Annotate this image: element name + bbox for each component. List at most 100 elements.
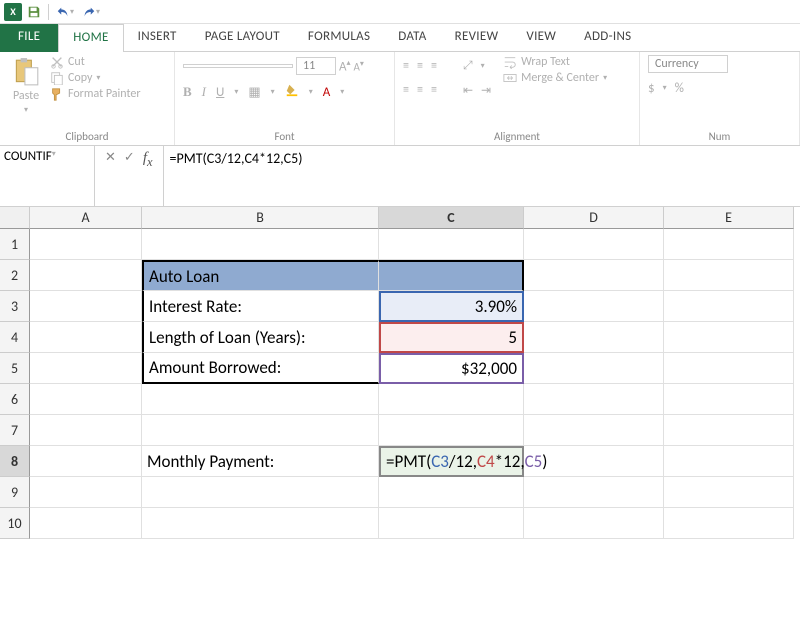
redo-button[interactable]: ▾ — [79, 3, 103, 21]
cell-a10[interactable] — [30, 508, 142, 539]
undo-button[interactable]: ▾ — [53, 3, 77, 21]
cell-c8[interactable]: =PMT(C3/12,C4*12,C5) — [379, 446, 524, 477]
cell-b8[interactable]: Monthly Payment: — [142, 446, 379, 477]
fill-color-button[interactable] — [285, 83, 299, 101]
cell-b1[interactable] — [142, 229, 379, 260]
cell-d9[interactable] — [524, 477, 664, 508]
cell-c4[interactable]: 5 — [379, 322, 524, 353]
tab-data[interactable]: DATA — [384, 24, 440, 52]
cell-b10[interactable] — [142, 508, 379, 539]
grow-font-icon[interactable]: A▴ — [339, 58, 351, 74]
col-head-b[interactable]: B — [142, 207, 379, 229]
tab-formulas[interactable]: FORMULAS — [294, 24, 384, 52]
row-head-5[interactable]: 5 — [0, 353, 30, 384]
col-head-a[interactable]: A — [30, 207, 142, 229]
cell-d3[interactable] — [524, 291, 664, 322]
cell-c3[interactable]: 3.90% — [379, 291, 524, 322]
row-head-9[interactable]: 9 — [0, 477, 30, 508]
decrease-indent-icon[interactable]: ⇤ — [463, 83, 473, 98]
bold-button[interactable]: B — [183, 84, 192, 100]
spreadsheet-grid[interactable]: A B C D E 1 2 Auto Loan 3 Interest Rate:3.… — [0, 207, 800, 539]
align-left-icon[interactable]: ≡ — [403, 83, 409, 97]
cell-d10[interactable] — [524, 508, 664, 539]
cell-e10[interactable] — [664, 508, 794, 539]
fx-icon[interactable]: fx — [143, 150, 153, 170]
col-head-d[interactable]: D — [524, 207, 664, 229]
row-head-7[interactable]: 7 — [0, 415, 30, 446]
cell-b6[interactable] — [142, 384, 379, 415]
font-name-select[interactable] — [183, 64, 293, 68]
tab-addins[interactable]: ADD-INS — [570, 24, 645, 52]
row-head-1[interactable]: 1 — [0, 229, 30, 260]
tab-view[interactable]: VIEW — [512, 24, 570, 52]
tab-file[interactable]: FILE — [0, 24, 58, 52]
cell-e4[interactable] — [664, 322, 794, 353]
percent-button[interactable]: % — [675, 81, 684, 96]
cell-a7[interactable] — [30, 415, 142, 446]
copy-button[interactable]: Copy ▾ — [50, 71, 141, 85]
cell-b2[interactable]: Auto Loan — [142, 260, 379, 291]
cell-a9[interactable] — [30, 477, 142, 508]
cell-a2[interactable] — [30, 260, 142, 291]
cell-c10[interactable] — [379, 508, 524, 539]
tab-insert[interactable]: INSERT — [124, 24, 191, 52]
cell-b7[interactable] — [142, 415, 379, 446]
cell-d8[interactable] — [524, 446, 664, 477]
merge-center-button[interactable]: Merge & Center ▾ — [503, 71, 607, 85]
name-box[interactable]: COUNTIF▾ — [0, 146, 95, 206]
cell-e1[interactable] — [664, 229, 794, 260]
cell-c2[interactable] — [379, 260, 524, 291]
increase-indent-icon[interactable]: ⇥ — [481, 83, 491, 98]
shrink-font-icon[interactable]: A▾ — [354, 59, 364, 74]
col-head-e[interactable]: E — [664, 207, 794, 229]
format-painter-button[interactable]: Format Painter — [50, 87, 141, 101]
currency-button[interactable]: $ — [648, 81, 655, 96]
row-head-3[interactable]: 3 — [0, 291, 30, 322]
cell-e5[interactable] — [664, 353, 794, 384]
orientation-icon[interactable]: ⤢ — [463, 59, 473, 73]
cell-d1[interactable] — [524, 229, 664, 260]
cell-b3[interactable]: Interest Rate: — [142, 291, 379, 322]
cell-a3[interactable] — [30, 291, 142, 322]
cell-e6[interactable] — [664, 384, 794, 415]
save-button[interactable] — [24, 3, 44, 21]
cell-e3[interactable] — [664, 291, 794, 322]
formula-input[interactable]: =PMT(C3/12,C4*12,C5) — [164, 146, 800, 206]
cell-c9[interactable] — [379, 477, 524, 508]
cell-d2[interactable] — [524, 260, 664, 291]
row-head-2[interactable]: 2 — [0, 260, 30, 291]
row-head-6[interactable]: 6 — [0, 384, 30, 415]
cell-c7[interactable] — [379, 415, 524, 446]
tab-home[interactable]: HOME — [58, 24, 123, 52]
enter-formula-icon[interactable]: ✓ — [124, 150, 135, 165]
cell-e2[interactable] — [664, 260, 794, 291]
align-middle-icon[interactable]: ≡ — [417, 59, 423, 73]
cell-c1[interactable] — [379, 229, 524, 260]
align-top-icon[interactable]: ≡ — [403, 59, 409, 73]
cell-c6[interactable] — [379, 384, 524, 415]
row-head-4[interactable]: 4 — [0, 322, 30, 353]
cell-d5[interactable] — [524, 353, 664, 384]
italic-button[interactable]: I — [202, 84, 206, 100]
border-button[interactable]: ▦ — [248, 85, 260, 100]
number-format-select[interactable]: Currency — [648, 55, 728, 73]
cell-d4[interactable] — [524, 322, 664, 353]
col-head-c[interactable]: C — [379, 207, 524, 229]
cut-button[interactable]: Cut — [50, 55, 141, 69]
row-head-10[interactable]: 10 — [0, 508, 30, 539]
align-bottom-icon[interactable]: ≡ — [431, 59, 437, 73]
cell-a1[interactable] — [30, 229, 142, 260]
underline-button[interactable]: U — [216, 85, 224, 100]
align-center-icon[interactable]: ≡ — [417, 83, 423, 97]
cell-b4[interactable]: Length of Loan (Years): — [142, 322, 379, 353]
wrap-text-button[interactable]: Wrap Text — [503, 55, 607, 69]
cell-a4[interactable] — [30, 322, 142, 353]
row-head-8[interactable]: 8 — [0, 446, 30, 477]
cell-b9[interactable] — [142, 477, 379, 508]
align-right-icon[interactable]: ≡ — [431, 83, 437, 97]
cell-e8[interactable] — [664, 446, 794, 477]
cell-a5[interactable] — [30, 353, 142, 384]
cell-a6[interactable] — [30, 384, 142, 415]
font-size-select[interactable]: 11 — [296, 57, 336, 75]
cell-e7[interactable] — [664, 415, 794, 446]
